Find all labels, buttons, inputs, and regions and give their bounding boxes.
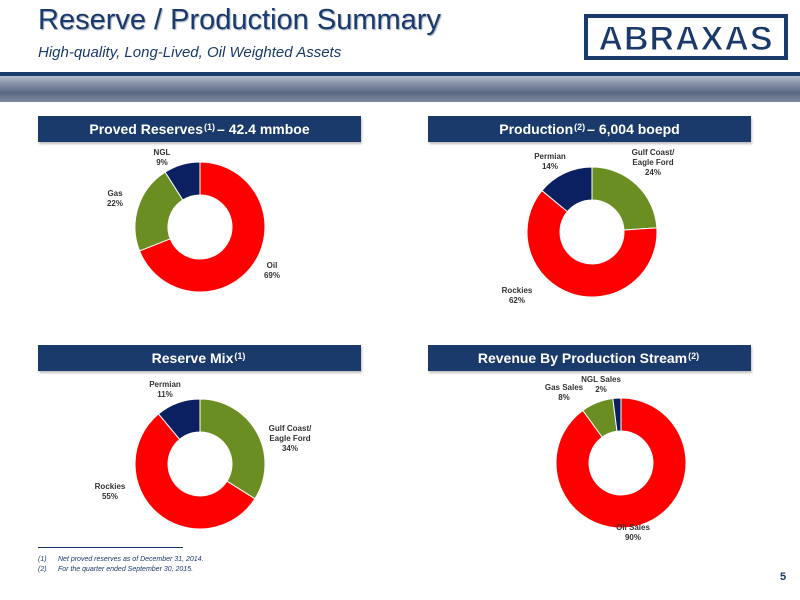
footnote-text: Net proved reserves as of December 31, 2…: [58, 556, 204, 563]
section-header-production: Production (2) – 6,004 boepd: [428, 116, 751, 142]
slice-label: Oil Sales 90%: [616, 523, 650, 542]
slice-label: NGL Sales 2%: [581, 375, 621, 394]
section-label: Revenue By Production Stream: [477, 350, 688, 366]
section-header-proved-reserves: Proved Reserves (1) – 42.4 mmboe: [38, 116, 361, 142]
page-subtitle: High-quality, Long-Lived, Oil Weighted A…: [38, 44, 342, 61]
donut-slice-ngl: [164, 161, 201, 201]
section-sup: (1): [204, 122, 216, 132]
chart-production: Gulf Coast/Eagle Ford 24% Rockies 62% Permia…: [502, 148, 675, 305]
footnote-number: (1): [38, 556, 47, 563]
slice-label: Gas 22%: [107, 189, 123, 208]
chart-proved-reserves: Oil 69% Gas 22% NGL 9%: [107, 148, 280, 293]
donut-slice-gulf-coast-eagle-ford: [199, 398, 266, 500]
section-header-revenue-stream: Revenue By Production Stream (2): [428, 345, 751, 371]
section-header-reserve-mix: Reserve Mix (1): [38, 345, 361, 371]
slice-label: Rockies 62%: [502, 286, 533, 305]
page-title: Reserve / Production Summary: [38, 4, 441, 36]
section-sup: (2): [688, 351, 700, 361]
slice-label: Permian 11%: [149, 380, 181, 399]
footnote-rule: [38, 547, 183, 548]
slice-label: NGL 9%: [154, 148, 171, 167]
slice-label: Permian 14%: [534, 152, 566, 171]
slice-label: Oil 69%: [264, 261, 280, 280]
section-label: Reserve Mix: [151, 350, 234, 366]
slice-label: Gulf Coast/Eagle Ford 24%: [632, 148, 675, 177]
chart-reserve-mix: Gulf Coast/Eagle Ford 34% Rockies 55% Permia…: [95, 380, 312, 530]
footnote-text: For the quarter ended September 30, 2015…: [58, 566, 194, 573]
slice-label: Rockies 55%: [95, 482, 126, 501]
header-band-accent: [0, 72, 800, 76]
donut-slice-ngl-sales: [612, 397, 622, 432]
section-sup: (2): [574, 122, 586, 132]
svg-text:ABRAXAS: ABRAXAS: [598, 20, 773, 58]
footnote-number: (2): [38, 566, 47, 573]
footnote-1: (1) Net proved reserves as of December 31…: [38, 556, 204, 563]
donut-slice-permian: [541, 166, 593, 213]
header-band: [0, 72, 800, 102]
donut-slice-permian: [157, 398, 201, 441]
donut-slice-oil: [138, 161, 266, 293]
section-suffix: – 6,004 boepd: [587, 121, 680, 137]
chart-revenue-stream: Oil Sales 90% Gas Sales 8%NGL Sales 2%: [545, 375, 687, 542]
company-logo: ABRAXAS: [584, 14, 788, 60]
page-number: 5: [780, 571, 787, 583]
slice-label: Gas Sales 8%: [545, 383, 584, 402]
section-suffix: – 42.4 mmboe: [217, 121, 310, 137]
donut-slice-rockies: [526, 189, 658, 298]
donut-slice-oil-sales: [555, 397, 687, 529]
slice-label: Gulf Coast/Eagle Ford 34%: [269, 424, 312, 453]
section-label: Production: [499, 121, 574, 137]
section-sup: (1): [234, 351, 246, 361]
donut-slice-rockies: [134, 413, 256, 530]
section-label: Proved Reserves: [89, 121, 204, 137]
footnote-2: (2) For the quarter ended September 30, 2…: [38, 566, 193, 573]
